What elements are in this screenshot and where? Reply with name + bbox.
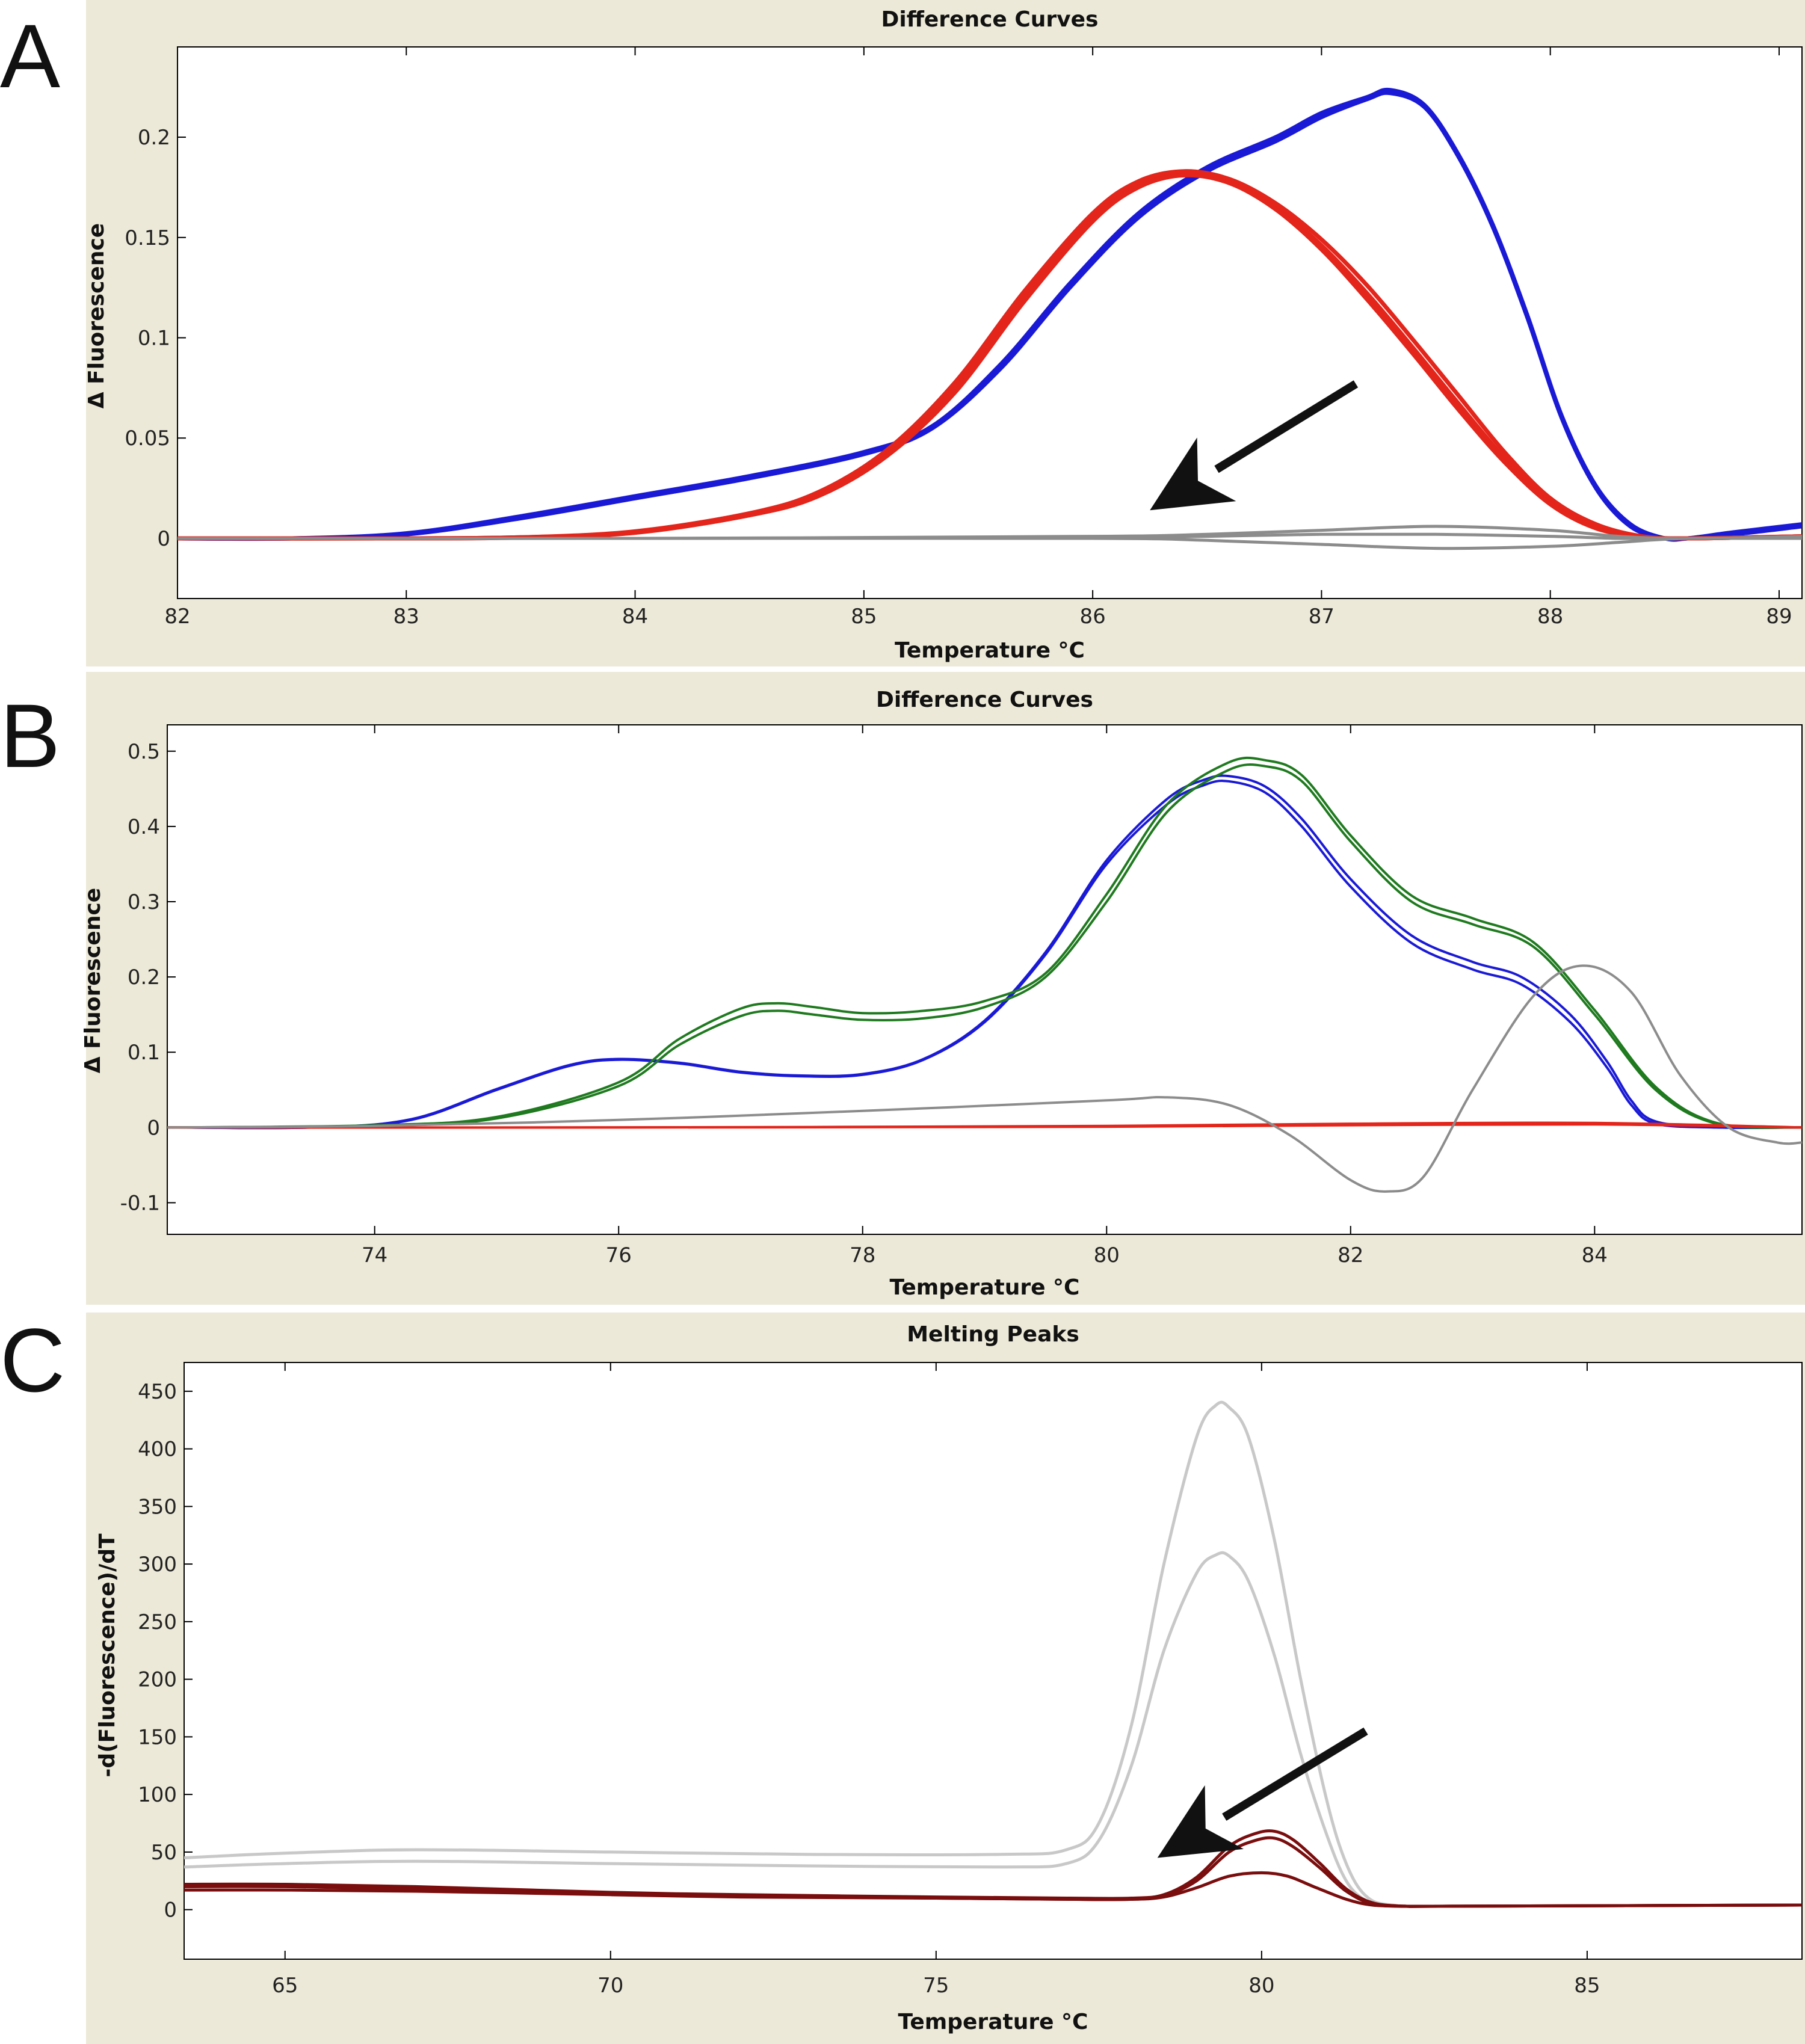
y-tick-label: 50 <box>151 1841 177 1865</box>
x-tick-label: 85 <box>1574 1974 1600 1998</box>
y-tick-label: 0.3 <box>128 890 160 914</box>
x-tick-label: 80 <box>1248 1974 1274 1998</box>
y-tick-label: 0.2 <box>138 126 170 150</box>
x-tick-label: 82 <box>164 605 190 629</box>
series-line-grey-3 <box>177 532 1802 540</box>
series-group <box>177 87 1802 550</box>
series-line-blue-2 <box>177 87 1802 542</box>
x-tick-label: 85 <box>851 605 877 629</box>
plot-area <box>177 46 1803 599</box>
x-tick-label: 70 <box>597 1974 623 1998</box>
series-line-lightgrey-1 <box>184 1400 1802 1908</box>
y-tick-label: 0.05 <box>125 426 170 451</box>
x-tick-label: 65 <box>272 1974 298 1998</box>
y-tick-label: 450 <box>138 1380 177 1404</box>
y-tick-label: 0.1 <box>138 327 170 351</box>
y-tick-label: 0.1 <box>128 1041 160 1065</box>
series-line-darkred-3 <box>184 1836 1802 1908</box>
panel-label-c: C <box>0 1310 66 1411</box>
series-line-blue-2 <box>167 774 1802 1130</box>
annotation-arrow-head <box>1150 437 1236 511</box>
series-line-green-2 <box>167 756 1802 1129</box>
chart-0: Difference Curves 82 83 84 85 86 87 88 89 0 0.05 0.… <box>84 7 1803 663</box>
y-axis-label: Δ Fluorescence <box>84 223 109 408</box>
y-tick-label: -0.1 <box>120 1191 160 1215</box>
x-tick-label: 87 <box>1309 605 1334 629</box>
x-tick-label: 75 <box>923 1974 949 1998</box>
y-tick-label: 300 <box>138 1553 177 1577</box>
series-line-green-1 <box>167 763 1802 1129</box>
y-tick-label: 0.5 <box>128 740 160 764</box>
x-tick-label: 80 <box>1094 1243 1120 1267</box>
y-tick-label: 100 <box>138 1783 177 1807</box>
y-tick-label: 0.15 <box>125 226 170 250</box>
y-tick-label: 0.4 <box>128 815 160 839</box>
x-tick-label: 82 <box>1338 1243 1363 1267</box>
y-tick-label: 0 <box>147 1116 160 1140</box>
x-tick-label: 84 <box>622 605 648 629</box>
plot-area <box>184 1362 1803 1960</box>
panel-label-b: B <box>0 685 61 786</box>
x-tick-label: 76 <box>606 1243 632 1267</box>
x-axis-label: Temperature °C <box>898 2010 1088 2034</box>
annotation-arrow-shaft <box>1222 1727 1368 1821</box>
panel-label-a: A <box>0 5 61 106</box>
x-tick-label: 86 <box>1079 605 1105 629</box>
chart-title: Difference Curves <box>876 688 1093 712</box>
x-axis-label: Temperature °C <box>895 638 1085 663</box>
x-tick-label: 88 <box>1537 605 1563 629</box>
series-group <box>184 1400 1802 1909</box>
x-tick-label: 89 <box>1766 605 1792 629</box>
y-tick-label: 0 <box>157 527 170 551</box>
x-tick-label: 74 <box>362 1243 387 1267</box>
y-tick-label: 0 <box>164 1898 177 1922</box>
chart-title: Difference Curves <box>881 7 1098 32</box>
y-axis-label: -d(Fluorescence)/dT <box>95 1533 120 1778</box>
y-axis-label: Δ Fluorescence <box>81 888 105 1073</box>
x-tick-label: 84 <box>1582 1243 1608 1267</box>
y-tick-label: 250 <box>138 1610 177 1634</box>
plot-area <box>167 724 1803 1235</box>
series-group <box>167 756 1802 1193</box>
chart-2: Melting Peaks 65 70 75 80 85 0 50 100 150 200 250 30… <box>95 1322 1803 2034</box>
annotation-arrow-head <box>1157 1785 1244 1858</box>
chart-1: Difference Curves 74 76 78 80 82 84 -0.1 0 0.1 0.2… <box>81 688 1803 1300</box>
annotation-arrow-shaft <box>1214 380 1359 473</box>
y-tick-label: 400 <box>138 1438 177 1462</box>
x-tick-label: 83 <box>393 605 419 629</box>
x-tick-label: 78 <box>850 1243 875 1267</box>
series-line-red-3 <box>177 173 1802 541</box>
series-line-red-2 <box>167 1123 1802 1129</box>
chart-title: Melting Peaks <box>907 1322 1079 1347</box>
y-tick-label: 150 <box>138 1725 177 1749</box>
y-tick-label: 350 <box>138 1495 177 1519</box>
series-line-grey-1 <box>167 964 1802 1193</box>
y-tick-label: 200 <box>138 1668 177 1692</box>
y-tick-label: 0.2 <box>128 965 160 990</box>
x-axis-label: Temperature °C <box>890 1275 1080 1300</box>
